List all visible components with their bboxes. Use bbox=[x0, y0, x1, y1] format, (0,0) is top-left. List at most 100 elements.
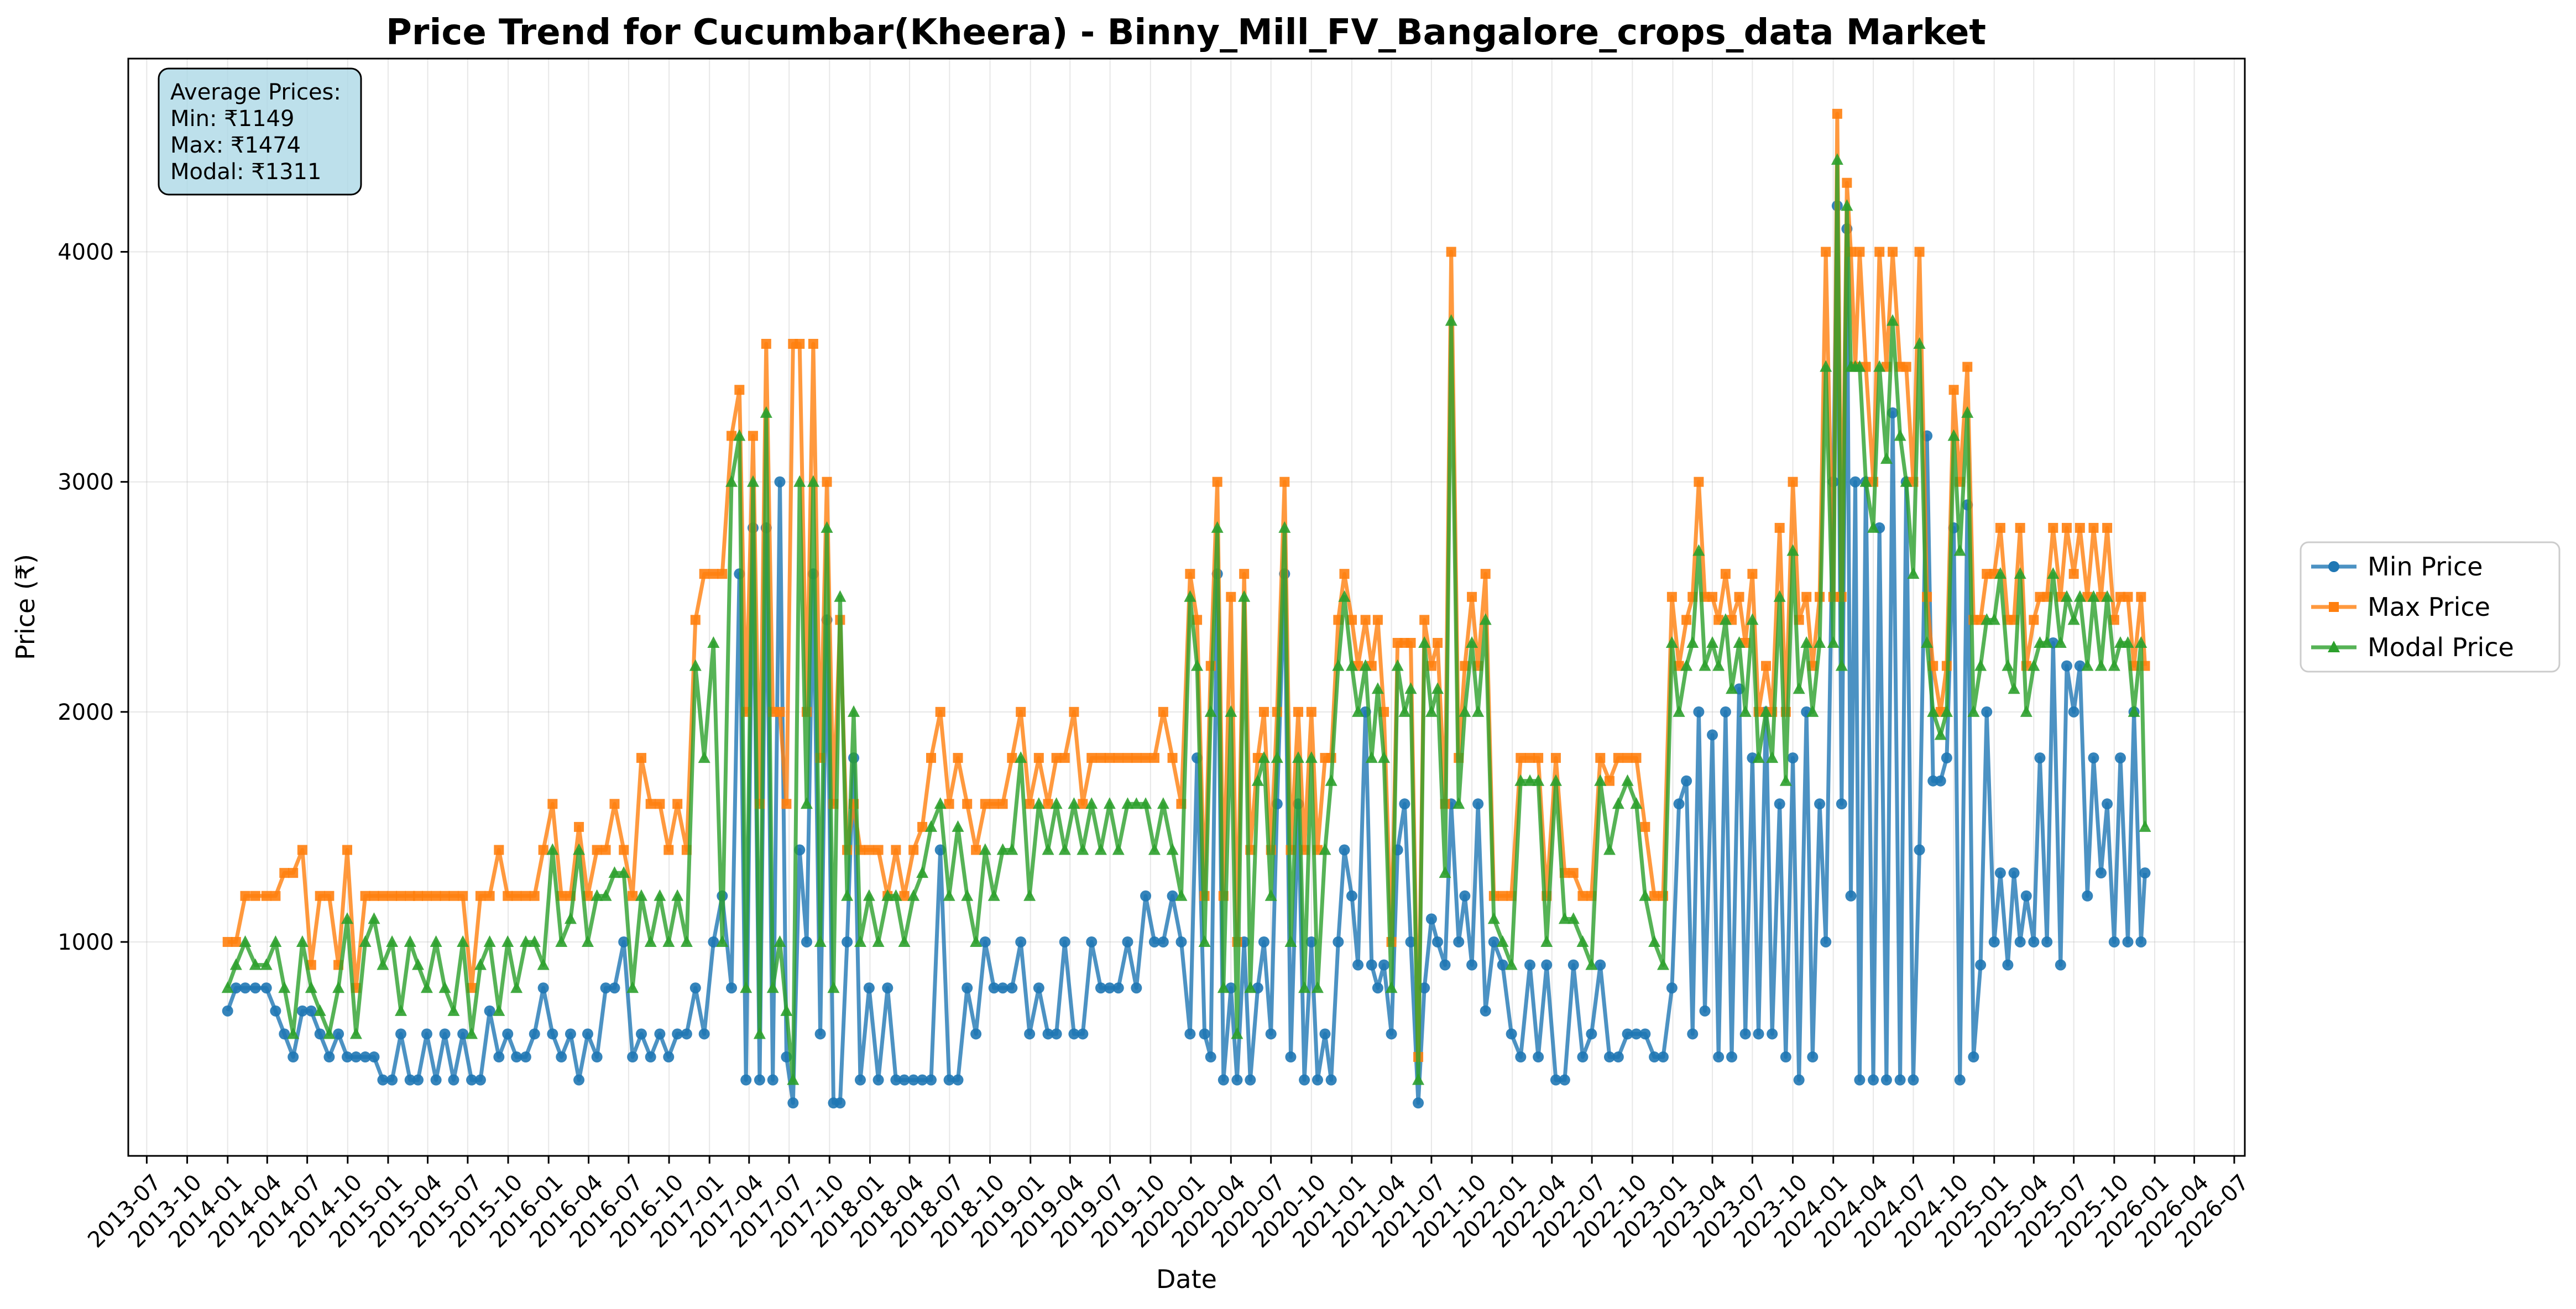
data-point-max-price bbox=[1577, 891, 1588, 901]
data-point-modal-price bbox=[2002, 659, 2014, 671]
data-point-min-price bbox=[359, 1051, 371, 1063]
data-point-modal-price bbox=[1292, 751, 1304, 763]
data-point-min-price bbox=[529, 1028, 540, 1040]
data-point-max-price bbox=[1480, 569, 1491, 579]
data-point-min-price bbox=[1366, 959, 1377, 971]
data-point-max-price bbox=[926, 753, 936, 763]
data-point-max-price bbox=[2123, 591, 2133, 602]
data-point-max-price bbox=[1258, 706, 1269, 717]
data-point-modal-price bbox=[2028, 659, 2040, 671]
data-point-min-price bbox=[1603, 1051, 1615, 1063]
data-point-max-price bbox=[2115, 591, 2125, 602]
data-point-max-price bbox=[1043, 799, 1053, 809]
data-point-modal-price bbox=[1244, 981, 1257, 993]
data-point-modal-price bbox=[457, 935, 469, 947]
data-point-modal-price bbox=[430, 935, 442, 947]
data-point-max-price bbox=[1226, 591, 1236, 602]
data-point-min-price bbox=[627, 1051, 639, 1063]
data-point-modal-price bbox=[753, 1027, 766, 1039]
data-point-modal-price bbox=[1859, 475, 1872, 487]
data-point-modal-price bbox=[626, 981, 639, 993]
data-point-modal-price bbox=[2108, 659, 2120, 671]
data-point-max-price bbox=[475, 891, 485, 901]
data-point-modal-price bbox=[1204, 705, 1217, 717]
data-point-modal-price bbox=[1439, 866, 1451, 878]
data-point-min-price bbox=[681, 1028, 692, 1040]
data-point-modal-price bbox=[1298, 981, 1311, 993]
data-point-modal-price bbox=[1058, 843, 1071, 855]
data-point-min-price bbox=[333, 1028, 344, 1040]
data-point-max-price bbox=[2109, 615, 2119, 625]
data-point-min-price bbox=[1024, 1028, 1036, 1040]
data-point-modal-price bbox=[1820, 360, 1832, 372]
data-point-max-price bbox=[431, 891, 441, 901]
data-point-modal-price bbox=[1532, 774, 1545, 786]
data-point-modal-price bbox=[716, 935, 729, 947]
data-point-max-price bbox=[315, 891, 325, 901]
data-point-max-price bbox=[1212, 477, 1222, 487]
data-point-modal-price bbox=[1225, 705, 1237, 717]
data-point-min-price bbox=[767, 1074, 778, 1086]
data-point-max-price bbox=[1914, 247, 1925, 257]
data-point-modal-price bbox=[2135, 636, 2147, 648]
data-point-modal-price bbox=[493, 1004, 505, 1016]
data-point-min-price bbox=[1167, 890, 1178, 902]
data-point-modal-price bbox=[1130, 797, 1143, 809]
data-point-modal-price bbox=[2101, 590, 2114, 602]
data-point-max-price bbox=[717, 569, 728, 579]
data-point-max-price bbox=[1149, 753, 1159, 763]
data-point-min-price bbox=[1693, 706, 1705, 718]
data-point-min-price bbox=[1836, 798, 1847, 810]
legend-marker-min-price bbox=[2328, 561, 2339, 572]
annotation-line-max: Max: ₹1474 bbox=[170, 133, 301, 158]
data-point-min-price bbox=[1413, 1097, 1424, 1109]
data-point-min-price bbox=[1533, 1051, 1544, 1063]
data-point-modal-price bbox=[1967, 705, 1980, 717]
data-point-max-price bbox=[734, 385, 745, 395]
data-point-modal-price bbox=[1524, 774, 1537, 786]
data-point-modal-price bbox=[654, 889, 666, 901]
legend-label-min-price: Min Price bbox=[2368, 552, 2483, 582]
data-point-modal-price bbox=[733, 429, 746, 441]
data-point-modal-price bbox=[1719, 613, 1732, 625]
data-point-modal-price bbox=[872, 935, 885, 947]
data-point-min-price bbox=[448, 1074, 459, 1086]
data-point-modal-price bbox=[2067, 613, 2080, 625]
data-point-modal-price bbox=[1779, 774, 1792, 786]
data-point-modal-price bbox=[1549, 774, 1562, 786]
data-point-max-price bbox=[1525, 753, 1535, 763]
data-point-max-price bbox=[600, 845, 611, 855]
data-point-min-price bbox=[1122, 936, 1133, 947]
data-point-min-price bbox=[1807, 1051, 1819, 1063]
data-point-max-price bbox=[935, 706, 945, 717]
data-point-max-price bbox=[484, 891, 495, 901]
data-point-modal-price bbox=[970, 935, 983, 947]
data-point-modal-price bbox=[564, 912, 577, 924]
data-point-max-price bbox=[1426, 661, 1436, 671]
data-point-modal-price bbox=[1657, 958, 1669, 970]
data-point-min-price bbox=[2114, 752, 2126, 764]
data-point-max-price bbox=[1141, 753, 1151, 763]
data-point-min-price bbox=[1657, 1051, 1669, 1063]
data-point-max-price bbox=[891, 845, 901, 855]
data-point-modal-price bbox=[229, 958, 242, 970]
data-point-max-price bbox=[1059, 753, 1070, 763]
data-point-modal-price bbox=[1103, 797, 1116, 809]
data-point-modal-price bbox=[1673, 705, 1685, 717]
data-point-modal-price bbox=[1699, 659, 1711, 671]
data-point-max-price bbox=[1842, 177, 1852, 188]
data-point-min-price bbox=[296, 1005, 308, 1017]
data-point-min-price bbox=[1006, 982, 1018, 994]
data-point-min-price bbox=[708, 936, 719, 947]
data-point-modal-price bbox=[1006, 843, 1018, 855]
data-point-min-price bbox=[1666, 982, 1678, 994]
data-point-max-price bbox=[864, 845, 874, 855]
data-point-min-price bbox=[2002, 959, 2014, 971]
data-point-min-price bbox=[1774, 798, 1785, 810]
data-point-min-price bbox=[774, 476, 786, 488]
data-point-modal-price bbox=[359, 935, 372, 947]
data-point-min-price bbox=[1459, 890, 1471, 902]
data-point-min-price bbox=[305, 1005, 317, 1017]
data-point-min-price bbox=[412, 1074, 424, 1086]
data-point-max-price bbox=[1025, 799, 1035, 809]
